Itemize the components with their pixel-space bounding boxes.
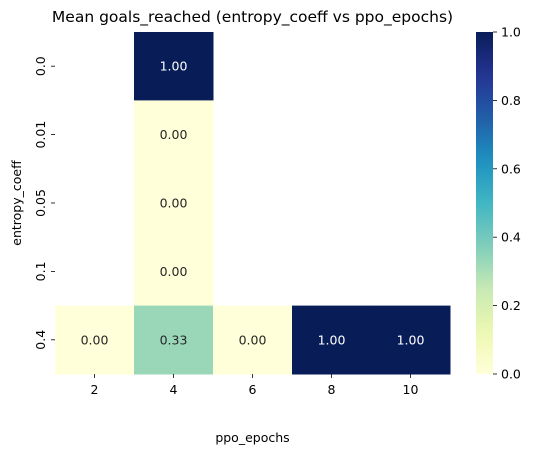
heatmap-cell [371,305,451,375]
cell-value-label: 0.00 [239,332,267,347]
colorbar-tick-label: 0.2 [501,298,521,313]
cell-value-label: 1.00 [397,332,425,347]
colorbar-tick-label: 0.4 [501,230,521,245]
heatmap-cell [134,237,214,307]
y-tick-label: 0.0 [33,56,48,76]
heatmap-cell [134,305,214,375]
chart-title: Mean goals_reached (entropy_coeff vs ppo… [52,8,453,27]
heatmap-cell [55,305,135,375]
cell-value-label: 0.00 [160,127,188,142]
x-tick-label: 2 [91,382,99,397]
heatmap-cell [213,305,293,375]
colorbar-ticks: 0.0 0.2 0.4 0.6 0.8 1.0 [493,25,521,382]
y-tick-label: 0.05 [33,189,48,217]
colorbar [476,32,493,374]
heatmap-cells: 1.00 0.00 0.00 0.00 0.00 0.33 0.00 1.00 1.00 [55,32,451,375]
heatmap-cell [134,32,214,101]
cell-value-label: 1.00 [318,332,346,347]
y-axis-label: entropy_coeff [9,160,24,246]
colorbar-tick-label: 0.0 [501,367,521,382]
cell-value-label: 0.00 [160,264,188,279]
colorbar-tick-label: 0.8 [501,93,521,108]
cell-value-label: 0.33 [160,332,188,347]
cell-value-label: 0.00 [160,196,188,211]
y-axis-ticks: 0.0 0.01 0.05 0.1 0.4 [33,56,55,350]
x-axis-ticks: 2 4 6 8 10 [91,374,419,397]
colorbar-tick-label: 0.6 [501,161,521,176]
x-axis-label: ppo_epochs [215,430,289,445]
heatmap-cell [134,100,214,170]
x-tick-label: 4 [170,382,178,397]
x-tick-label: 10 [403,382,419,397]
x-tick-label: 6 [249,382,257,397]
y-tick-label: 0.1 [33,261,48,281]
heatmap-cell [292,305,372,375]
cell-value-label: 1.00 [160,59,188,74]
x-tick-label: 8 [328,382,336,397]
colorbar-tick-label: 1.0 [501,25,521,40]
cell-value-label: 0.00 [81,332,109,347]
y-tick-label: 0.01 [33,121,48,149]
y-tick-label: 0.4 [33,330,48,350]
heatmap-cell [134,168,214,238]
